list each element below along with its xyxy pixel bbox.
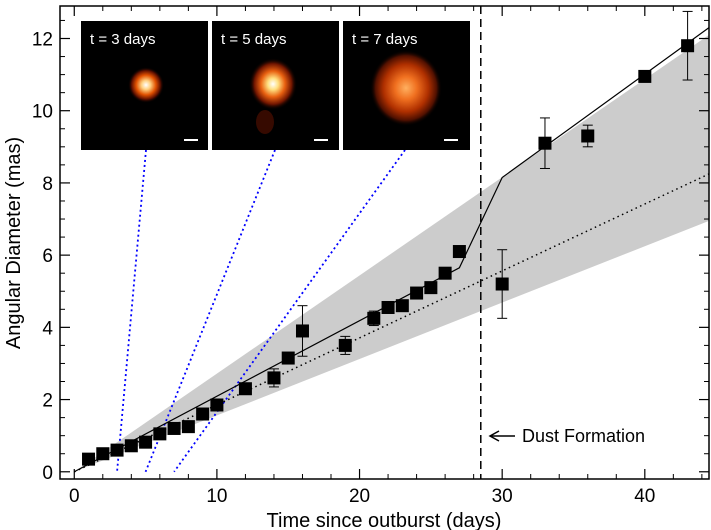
data-point bbox=[581, 129, 595, 143]
data-point bbox=[410, 286, 424, 300]
y-tick-label: 10 bbox=[32, 102, 53, 123]
data-point bbox=[153, 427, 167, 441]
data-point bbox=[238, 382, 252, 396]
x-tick-label: 20 bbox=[349, 486, 370, 507]
y-axis-title: Angular Diameter (mas) bbox=[3, 137, 25, 349]
data-point bbox=[452, 245, 466, 259]
inset-3-source-image bbox=[370, 50, 442, 126]
data-point bbox=[367, 311, 381, 325]
x-tick-label: 10 bbox=[206, 486, 227, 507]
inset-1-label: t = 3 days bbox=[90, 31, 155, 48]
x-tick-label: 30 bbox=[492, 486, 513, 507]
data-point bbox=[438, 266, 452, 280]
inset-1: t = 3 days bbox=[81, 21, 208, 150]
axis-tick-labels: 0 10 20 30 40 0 2 4 6 8 10 12 bbox=[32, 29, 656, 507]
data-points bbox=[82, 10, 695, 466]
data-point bbox=[281, 351, 295, 365]
guide-line-1 bbox=[116, 149, 147, 472]
axis-ticks bbox=[60, 6, 709, 479]
data-point bbox=[196, 407, 210, 421]
data-point bbox=[139, 435, 153, 449]
data-point bbox=[424, 281, 438, 295]
guide-line-3 bbox=[173, 149, 406, 473]
data-point bbox=[381, 300, 395, 314]
y-tick-label: 2 bbox=[42, 391, 53, 412]
plot-frame bbox=[59, 5, 710, 480]
data-point bbox=[82, 452, 96, 466]
x-axis-title: Time since outburst (days) bbox=[267, 510, 502, 530]
y-tick-label: 12 bbox=[32, 29, 53, 50]
inset-3-label: t = 7 days bbox=[352, 31, 417, 48]
data-point bbox=[338, 338, 352, 352]
data-point bbox=[210, 398, 224, 412]
y-tick-label: 6 bbox=[42, 246, 53, 267]
inset-2: t = 5 days bbox=[212, 21, 339, 150]
inset-guide-lines bbox=[116, 149, 406, 473]
y-tick-label: 8 bbox=[42, 174, 53, 195]
data-point bbox=[495, 277, 509, 291]
inset-1-source-image bbox=[128, 67, 164, 103]
data-point bbox=[124, 439, 138, 453]
data-point bbox=[638, 69, 652, 83]
inset-2-faint-tail bbox=[256, 110, 274, 134]
x-tick-label: 0 bbox=[69, 486, 80, 507]
y-tick-label: 4 bbox=[42, 318, 53, 339]
data-point bbox=[395, 299, 409, 313]
data-point bbox=[295, 324, 309, 338]
data-point bbox=[538, 136, 552, 150]
inset-2-label: t = 5 days bbox=[221, 31, 286, 48]
arrow-left-icon bbox=[488, 430, 500, 442]
data-point bbox=[96, 447, 110, 461]
data-point bbox=[181, 420, 195, 434]
fit-line-solid bbox=[73, 27, 710, 473]
y-tick-label: 0 bbox=[42, 463, 53, 484]
data-point bbox=[110, 443, 124, 457]
uncertainty-band bbox=[74, 34, 709, 472]
annotation-text: Dust Formation bbox=[522, 426, 645, 446]
data-point bbox=[267, 371, 281, 385]
data-point bbox=[681, 39, 695, 53]
data-point bbox=[167, 421, 181, 435]
inset-3: t = 7 days bbox=[343, 21, 470, 150]
dust-formation-annotation: Dust Formation bbox=[488, 426, 645, 446]
fit-line-dotted bbox=[73, 173, 710, 473]
inset-2-source-image bbox=[249, 58, 297, 110]
x-tick-label: 40 bbox=[634, 486, 655, 507]
